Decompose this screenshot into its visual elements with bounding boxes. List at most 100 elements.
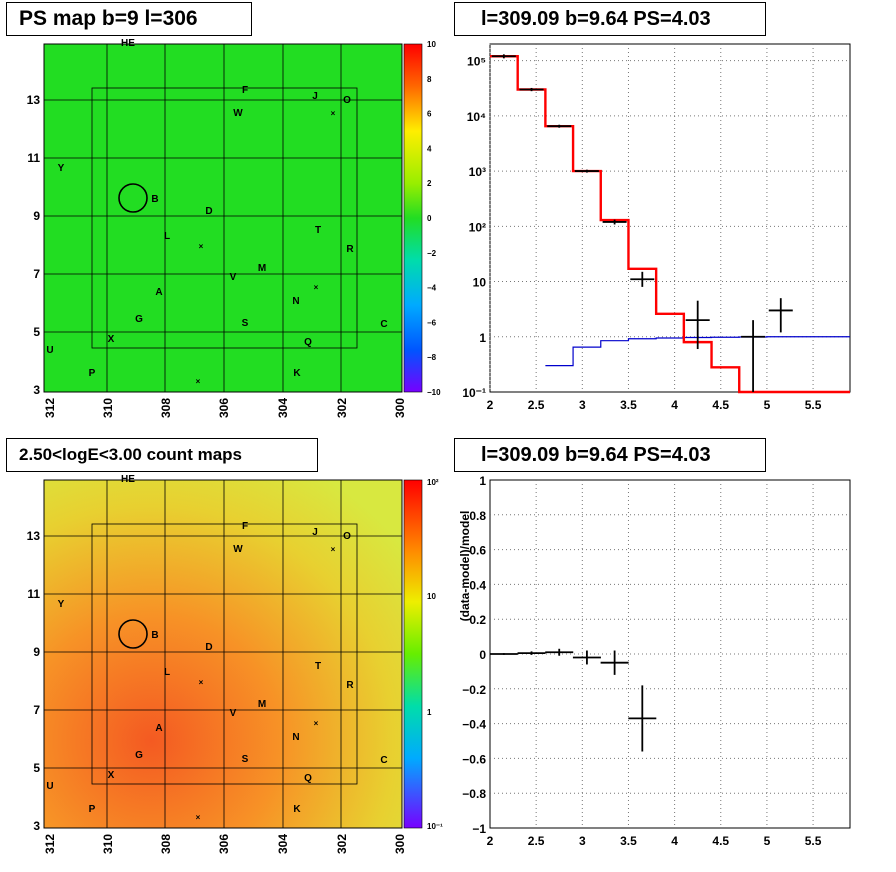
map-x-tick-label: 312 <box>43 834 57 854</box>
source-label: V <box>230 272 237 283</box>
residual-title: l=309.09 b=9.64 PS=4.03 <box>454 438 766 472</box>
spectrum-y-tick-label: 10⁵ <box>467 55 486 69</box>
map-y-tick-label: 7 <box>33 267 40 281</box>
ps-map-colorbar-labels: 10 8 6 4 2 0 −2 −4 −6 −8 −10 <box>427 40 441 397</box>
spectrum-grid <box>489 44 850 392</box>
source-cross-marker: × <box>199 242 204 251</box>
spectrum-panel: 2 2.5 3 3.5 4 4.5 5 5.5 10⁻¹ 1 10 10² 10³ 10⁴ 10⁵ <box>462 43 851 412</box>
count-map-source-circle <box>118 619 148 649</box>
ps-map-area <box>43 43 403 393</box>
residual-x-tick-label: 2 <box>487 834 494 848</box>
source-label: C <box>380 755 387 766</box>
source-label: K <box>293 804 301 815</box>
map-x-tick-label: 310 <box>101 398 115 418</box>
count-colorbar-tick-label: 10² <box>427 478 439 487</box>
ps-colorbar-tick-label: −2 <box>427 249 437 258</box>
map-y-tick-label: 9 <box>33 645 40 659</box>
residual-x-tick-label: 2.5 <box>528 834 545 848</box>
source-label: S <box>242 318 249 329</box>
count-map-x-ticks: 312 310 308 306 304 302 300 <box>43 834 407 854</box>
source-label: A <box>155 723 162 734</box>
map-roi-box <box>91 523 358 785</box>
residual-y-ticks: 1 0.8 0.6 0.4 0.2 0 −0.2 −0.4 −0.6 −0.8 −1 <box>462 474 486 836</box>
residual-y-axis-label: (data-model)/model <box>458 511 472 622</box>
residual-y-tick-label: 0.4 <box>469 578 486 592</box>
ps-map-source-labels: HE F J O W Y B D L T R M V A N G S C X Q U P K × × × × <box>46 38 387 386</box>
ps-colorbar-tick-label: 8 <box>427 75 432 84</box>
residual-x-tick-label: 5 <box>764 834 771 848</box>
spectrum-y-tick-label: 10⁴ <box>467 110 486 124</box>
source-label: N <box>292 732 299 743</box>
ps-map-colorbar <box>403 43 423 393</box>
source-cross-marker: × <box>199 678 204 687</box>
residual-y-tick-label: 1 <box>479 474 486 488</box>
map-x-tick-label: 308 <box>159 398 173 418</box>
source-label: HE <box>121 38 135 49</box>
spectrum-x-tick-label: 5.5 <box>805 398 822 412</box>
spectrum-x-tick-label: 3 <box>579 398 586 412</box>
source-label: M <box>258 263 266 274</box>
source-label: D <box>205 206 212 217</box>
source-label: R <box>346 244 354 255</box>
source-label: D <box>205 642 212 653</box>
spectrum-x-tick-label: 5 <box>764 398 771 412</box>
count-colorbar-tick-label: 10⁻¹ <box>427 822 443 831</box>
source-label: X <box>108 770 115 781</box>
spectrum-title: l=309.09 b=9.64 PS=4.03 <box>454 2 766 36</box>
map-x-tick-label: 310 <box>101 834 115 854</box>
source-label: O <box>343 531 351 542</box>
source-label: T <box>315 661 321 672</box>
spectrum-x-tick-label: 2.5 <box>528 398 545 412</box>
residual-y-tick-label: 0.8 <box>469 509 486 523</box>
source-label: O <box>343 95 351 106</box>
source-label: Y <box>58 599 65 610</box>
residual-points <box>489 648 657 752</box>
ps-map-source-circle <box>118 183 148 213</box>
spectrum-total-model-step <box>490 55 850 394</box>
map-roi-box <box>91 87 358 349</box>
ps-colorbar-tick-label: 2 <box>427 179 432 188</box>
count-map-grid <box>44 480 402 828</box>
map-y-tick-label: 13 <box>27 529 41 543</box>
spectrum-x-tick-label: 4 <box>671 398 678 412</box>
spectrum-series <box>490 54 850 394</box>
source-label: A <box>155 287 162 298</box>
source-label: F <box>242 85 248 96</box>
residual-x-tick-label: 5.5 <box>805 834 822 848</box>
source-label: N <box>292 296 299 307</box>
map-x-tick-label: 304 <box>276 834 290 854</box>
source-label: U <box>46 345 53 356</box>
source-cross-marker: × <box>196 813 201 822</box>
count-map-y-ticks: 13 11 9 7 5 3 <box>27 529 41 833</box>
map-x-tick-label: 300 <box>393 398 407 418</box>
residual-y-tick-label: −0.4 <box>462 718 486 732</box>
map-y-tick-label: 7 <box>33 703 40 717</box>
residual-y-tick-label: 0 <box>479 648 486 662</box>
spectrum-x-ticks: 2 2.5 3 3.5 4 4.5 5 5.5 <box>487 398 822 412</box>
ps-map-y-ticks: 13 11 9 7 5 3 <box>27 93 41 397</box>
map-x-tick-label: 308 <box>159 834 173 854</box>
residual-x-tick-label: 3.5 <box>620 834 637 848</box>
source-cross-marker: × <box>331 545 336 554</box>
source-label: W <box>233 108 243 119</box>
count-colorbar-tick-label: 1 <box>427 708 432 717</box>
source-label: J <box>312 91 318 102</box>
source-label: C <box>380 319 387 330</box>
source-cross-marker: × <box>196 377 201 386</box>
ps-colorbar-tick-label: 4 <box>427 144 432 153</box>
map-y-tick-label: 9 <box>33 209 40 223</box>
residual-panel: 2 2.5 3 3.5 4 4.5 5 5.5 1 0.8 0.6 0.4 0.2 0 −0.2 −0.4 −… <box>458 474 851 848</box>
residual-y-tick-label: −0.6 <box>462 752 486 766</box>
ps-colorbar-tick-label: −10 <box>427 388 441 397</box>
spectrum-y-tick-label: 10⁻¹ <box>462 386 486 400</box>
spectrum-y-ticks: 10⁻¹ 1 10 10² 10³ 10⁴ 10⁵ <box>462 55 486 400</box>
source-label: Y <box>58 163 65 174</box>
source-label: P <box>89 804 96 815</box>
source-label: V <box>230 708 237 719</box>
source-label: P <box>89 368 96 379</box>
source-label: Q <box>304 337 312 348</box>
map-x-tick-label: 300 <box>393 834 407 854</box>
spectrum-y-tick-label: 1 <box>479 331 486 345</box>
